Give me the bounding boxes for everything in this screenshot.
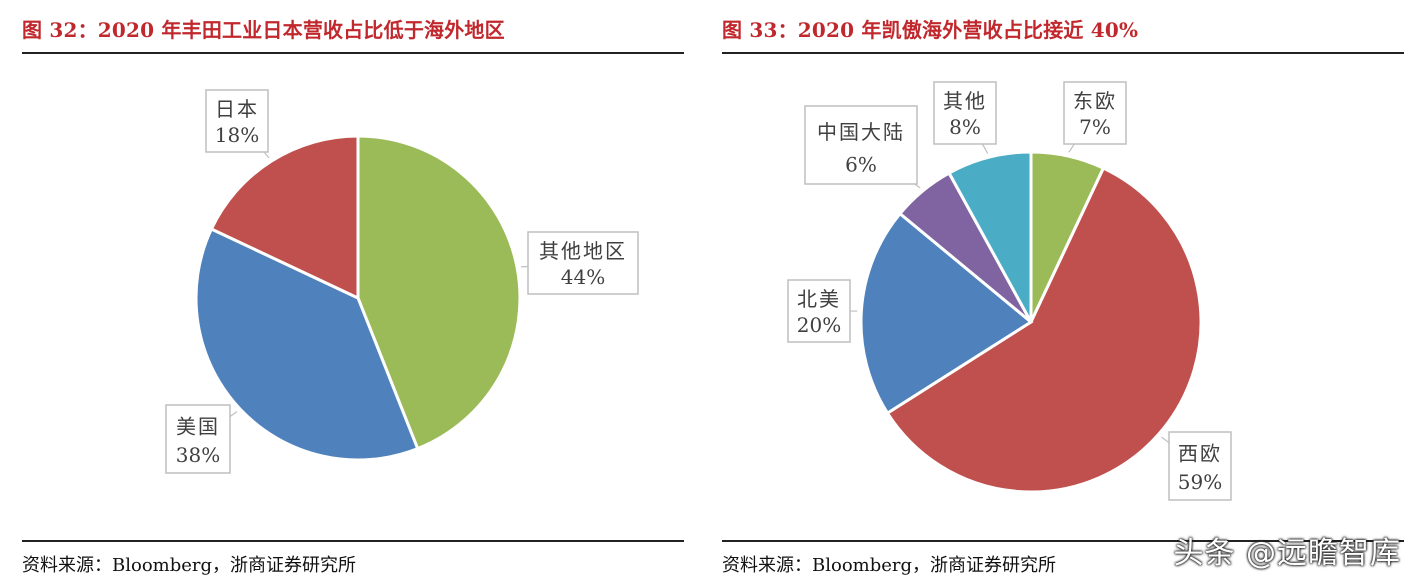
figure-33-panel: 图 33：2020 年凯傲海外营收占比接近 40% 东欧 7% 西欧 59% 北美 20%… <box>700 0 1415 586</box>
slice-category-label: 东欧 <box>1073 89 1117 113</box>
title-rule <box>22 52 684 54</box>
slice-category-label: 北美 <box>797 287 841 311</box>
figure-33-source: 资料来源：Bloomberg，浙商证券研究所 <box>722 555 1057 576</box>
label-box <box>205 89 269 153</box>
pie-slice <box>947 150 1033 323</box>
label-box <box>933 81 997 145</box>
pie-slice <box>885 166 1203 494</box>
pie-slice <box>859 211 1034 416</box>
figure-32-title: 图 32：2020 年丰田工业日本营收占比低于海外地区 <box>22 18 505 42</box>
slice-value-label: 6% <box>845 153 877 177</box>
pie-slice <box>194 227 420 462</box>
label-box <box>787 279 851 343</box>
source-rule <box>22 540 684 542</box>
watermark: 头条 @远瞻智库 <box>1173 536 1401 571</box>
slice-data-label: 西欧 59% <box>1161 431 1232 501</box>
pie-slice <box>356 134 522 451</box>
slice-value-label: 44% <box>561 265 605 289</box>
title-rule <box>722 52 1404 54</box>
slice-category-label: 其他地区 <box>539 239 627 263</box>
label-box <box>527 231 639 295</box>
slice-value-label: 59% <box>1178 470 1222 494</box>
source-rule <box>722 540 1404 542</box>
slice-value-label: 7% <box>1079 115 1111 139</box>
slice-value-label: 38% <box>176 443 220 467</box>
slice-category-label: 美国 <box>176 415 220 439</box>
slice-category-label: 西欧 <box>1178 442 1222 466</box>
slice-data-label: 东欧7% <box>1063 81 1127 153</box>
figure-32-panel: 图 32：2020 年丰田工业日本营收占比低于海外地区 其他地区 44% 美国 38%… <box>0 0 700 586</box>
label-box <box>165 404 231 474</box>
slice-data-label: 中国大陆 6% <box>804 105 921 189</box>
slice-data-label: 美国 38% <box>165 404 238 474</box>
slice-value-label: 20% <box>797 313 841 337</box>
label-box <box>1168 431 1232 501</box>
figure-32-source: 资料来源：Bloomberg，浙商证券研究所 <box>22 555 357 576</box>
slice-category-label: 日本 <box>215 97 259 121</box>
figure-33-title: 图 33：2020 年凯傲海外营收占比接近 40% <box>722 18 1139 42</box>
slice-value-label: 18% <box>215 123 259 147</box>
label-box <box>1063 81 1127 145</box>
slice-category-label: 中国大陆 <box>817 120 905 144</box>
slice-data-label: 其他8% <box>933 81 997 154</box>
slice-category-label: 其他 <box>943 89 987 113</box>
label-box <box>804 105 918 185</box>
slice-value-label: 8% <box>949 115 981 139</box>
pie-slice <box>209 134 360 301</box>
